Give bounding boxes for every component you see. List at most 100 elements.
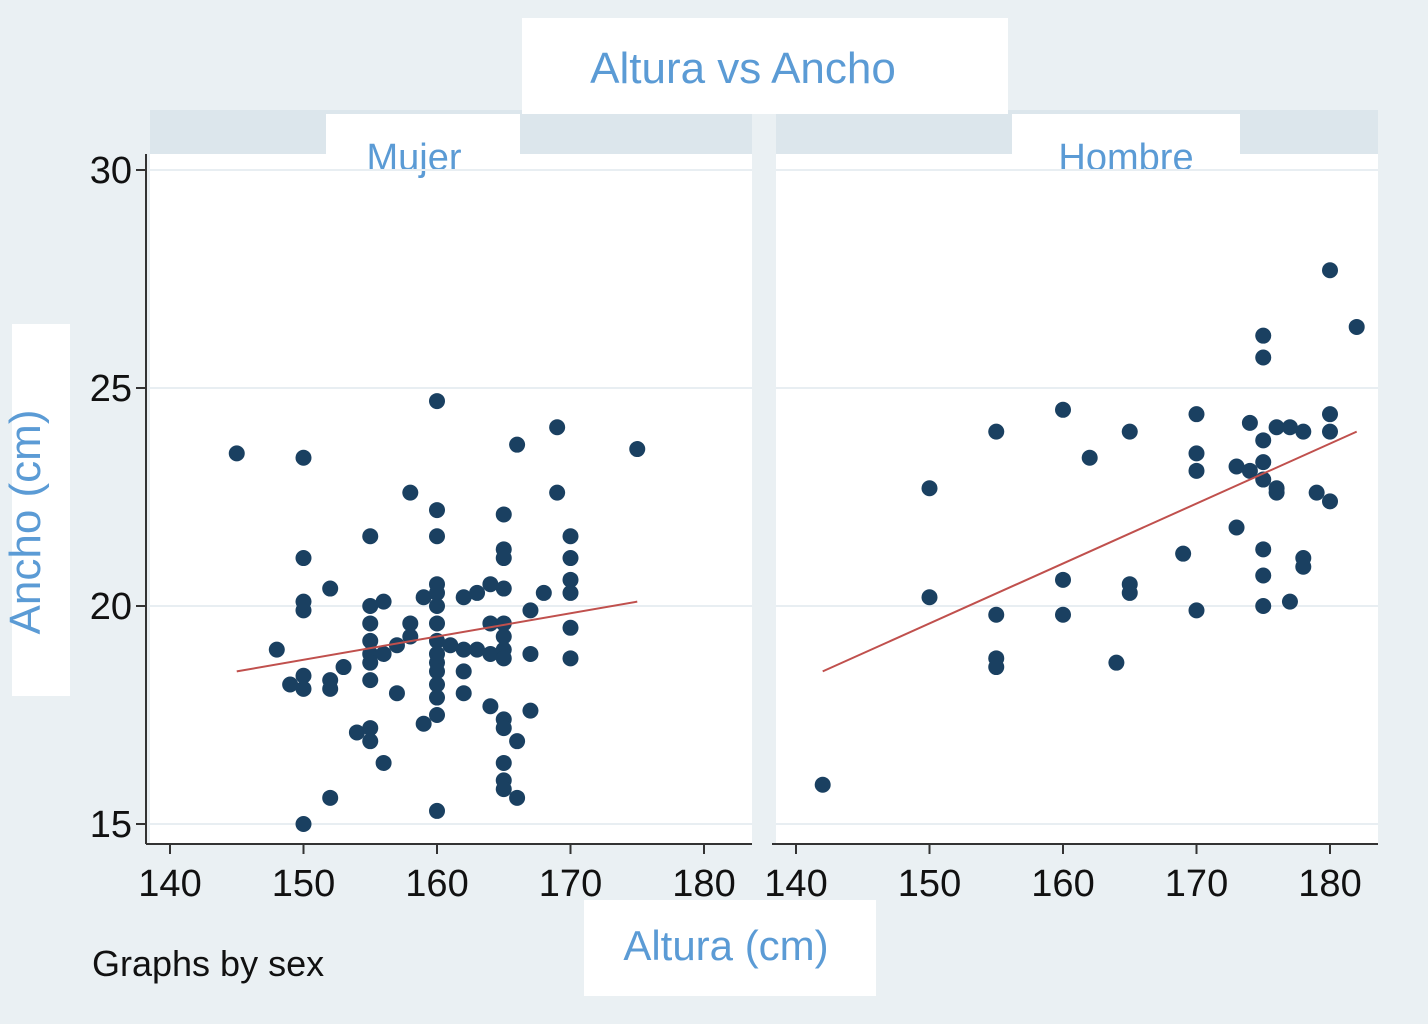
data-point (495, 754, 512, 771)
data-point (535, 584, 552, 601)
data-point (415, 715, 432, 732)
data-point (455, 641, 472, 658)
data-point (1281, 419, 1298, 436)
data-point (375, 593, 392, 610)
data-point (1322, 493, 1338, 510)
data-point (295, 449, 312, 466)
data-point (442, 637, 459, 654)
data-point (388, 685, 405, 702)
data-point (362, 598, 379, 614)
data-point (921, 480, 938, 497)
data-point (495, 650, 512, 667)
data-point (322, 680, 339, 697)
x-tick-label: 150 (272, 863, 335, 905)
data-point (469, 641, 486, 658)
data-point (429, 689, 445, 706)
data-point (388, 637, 405, 654)
data-point (322, 789, 339, 806)
panel-hombre: Hombre 140 150 160 170 180 (764, 110, 1378, 905)
data-point (562, 550, 579, 567)
data-point (455, 685, 472, 702)
x-tick-label: 140 (764, 863, 827, 905)
data-point (549, 484, 566, 501)
data-point (415, 589, 432, 606)
data-point (1055, 401, 1071, 418)
data-point (1188, 602, 1205, 619)
data-point (295, 602, 312, 619)
data-point (1281, 593, 1298, 610)
data-point (495, 615, 512, 632)
data-point (295, 667, 312, 684)
data-point (629, 441, 646, 458)
y-tick-label: 20 (90, 586, 132, 628)
data-point (455, 663, 472, 680)
data-point (482, 645, 499, 662)
data-point (402, 615, 419, 632)
data-point (495, 628, 512, 645)
x-tick-label: 160 (405, 863, 468, 905)
data-point (362, 720, 379, 737)
data-point (429, 707, 445, 723)
data-point (1175, 545, 1192, 562)
data-point (1121, 584, 1138, 601)
data-point (429, 502, 445, 519)
data-point (1188, 406, 1205, 423)
data-point (1188, 462, 1205, 479)
data-point (495, 506, 512, 523)
data-point (988, 606, 1005, 623)
data-point (1228, 519, 1245, 536)
data-point (509, 733, 526, 750)
data-point (1308, 484, 1325, 501)
y-tick-label: 15 (90, 804, 132, 846)
data-point (1255, 432, 1272, 449)
data-point (429, 584, 445, 601)
panel-mujer: Mujer 140 150 160 170 180 15 20 25 30 (90, 110, 752, 905)
x-tick-label: 180 (672, 863, 735, 905)
data-point (402, 484, 419, 501)
data-point (509, 436, 526, 453)
data-point (549, 419, 566, 436)
panel-label-box (326, 114, 520, 176)
y-tick-label: 30 (90, 150, 132, 192)
data-point (295, 680, 312, 697)
data-point (1188, 445, 1205, 462)
data-point (1348, 318, 1365, 335)
data-point (362, 615, 379, 632)
data-point (362, 654, 379, 671)
ylabel-box (12, 324, 70, 696)
data-point (988, 659, 1005, 676)
data-point (429, 676, 445, 693)
data-point (282, 676, 299, 693)
x-tick-label: 170 (539, 863, 602, 905)
data-point (362, 632, 379, 649)
data-point (1055, 606, 1071, 623)
data-point (295, 550, 312, 567)
data-point (1295, 423, 1312, 440)
data-point (335, 659, 352, 676)
fit-line (236, 600, 638, 673)
data-point (562, 571, 579, 588)
panel-title: Mujer (366, 137, 461, 179)
data-point (1268, 484, 1285, 501)
data-point (482, 576, 499, 593)
data-point (562, 528, 579, 545)
data-point (562, 619, 579, 636)
x-tick-label: 140 (138, 863, 201, 905)
data-point (1055, 571, 1071, 588)
data-point (429, 802, 445, 819)
data-point (1295, 558, 1312, 575)
data-point (988, 423, 1005, 440)
data-point (429, 663, 445, 680)
data-point (295, 816, 312, 832)
data-point (322, 580, 339, 597)
x-tick-label: 150 (898, 863, 961, 905)
data-point (375, 754, 392, 771)
data-point (1241, 414, 1258, 431)
data-point (1255, 327, 1272, 344)
plot-area (776, 154, 1378, 844)
data-point (1255, 454, 1272, 471)
data-point (482, 698, 499, 715)
data-point (429, 598, 445, 614)
x-tick-label: 160 (1031, 863, 1094, 905)
